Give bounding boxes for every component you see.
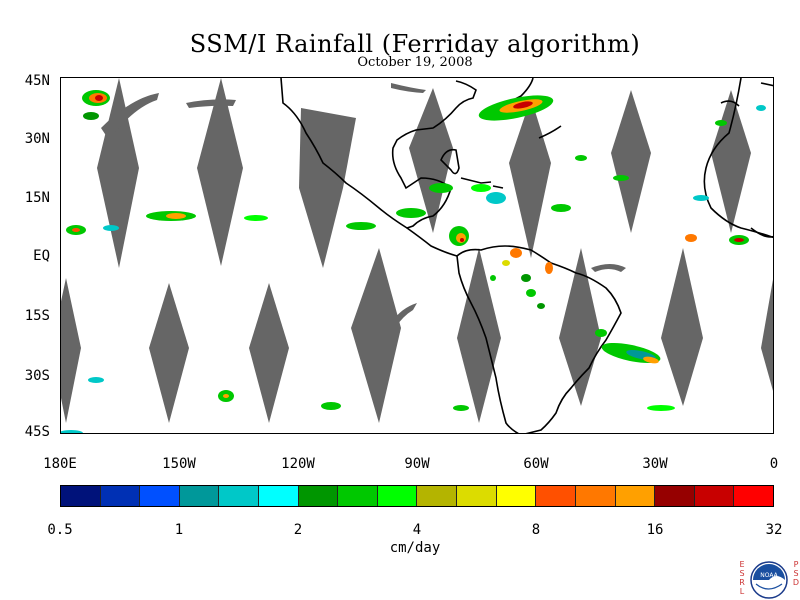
lon-label-60w: 60W bbox=[523, 456, 549, 472]
swath-gap-7 bbox=[711, 90, 751, 233]
legend-swatch-8 bbox=[377, 486, 418, 506]
coast-cuba bbox=[460, 177, 492, 184]
legend-swatch-6 bbox=[298, 486, 339, 506]
legend-tick-4: 8 bbox=[531, 522, 541, 538]
swath-gap-2 bbox=[197, 78, 243, 266]
swath-curve-3 bbox=[391, 303, 417, 328]
coast-florida bbox=[440, 148, 460, 175]
lon-label-30w: 30W bbox=[642, 456, 668, 472]
swath-curve-4 bbox=[591, 264, 626, 272]
lon-label-120w: 120W bbox=[281, 456, 315, 472]
map-title: SSM/I Rainfall (Ferriday algorithm) bbox=[189, 30, 641, 58]
lat-label-45s: 45S bbox=[24, 424, 50, 440]
legend-tick-2: 2 bbox=[293, 522, 303, 538]
legend-swatch-13 bbox=[575, 486, 616, 506]
legend-swatch-9 bbox=[417, 486, 458, 506]
swath-gap-6 bbox=[611, 90, 651, 233]
legend-swatch-2 bbox=[140, 486, 180, 506]
rainfall-map-canvas bbox=[61, 78, 773, 433]
color-legend-bar bbox=[60, 485, 774, 507]
legend-swatch-10 bbox=[457, 486, 497, 506]
coast-central-america bbox=[406, 227, 458, 257]
coast-africa-west bbox=[703, 78, 773, 239]
swath-gap-12 bbox=[457, 248, 501, 423]
swath-gap-4 bbox=[409, 88, 453, 233]
swath-gap-3 bbox=[299, 108, 356, 268]
legend-tick-0: 0.5 bbox=[47, 522, 73, 538]
legend-tick-6: 32 bbox=[765, 522, 783, 538]
legend-swatch-14 bbox=[615, 486, 656, 506]
legend-swatch-12 bbox=[536, 486, 576, 506]
swath-gap-8 bbox=[61, 278, 81, 423]
legend-swatch-15 bbox=[655, 486, 695, 506]
legend-swatch-11 bbox=[496, 486, 537, 506]
legend-units: cm/day bbox=[389, 540, 441, 556]
swath-gap-14 bbox=[661, 248, 703, 406]
lat-label-45n: 45N bbox=[24, 73, 50, 89]
coast-south-america bbox=[456, 245, 622, 433]
lon-label-180e: 180E bbox=[43, 456, 77, 472]
map-date: October 19, 2008 bbox=[357, 55, 473, 70]
coast-iberia bbox=[720, 100, 740, 107]
swath-gap-5 bbox=[509, 98, 551, 258]
svg-text:NOAA: NOAA bbox=[760, 572, 778, 579]
lat-label-eq: EQ bbox=[33, 248, 50, 264]
lat-label-15s: 15S bbox=[24, 308, 50, 324]
legend-tick-1: 1 bbox=[174, 522, 184, 538]
lat-label-30s: 30S bbox=[24, 368, 50, 384]
legend-swatch-1 bbox=[100, 486, 141, 506]
legend-swatch-4 bbox=[219, 486, 260, 506]
legend-tick-3: 4 bbox=[412, 522, 422, 538]
swath-curve-2 bbox=[186, 99, 236, 108]
coast-nova-scotia bbox=[538, 125, 562, 139]
noaa-logo-icon: NOAA bbox=[750, 561, 788, 599]
coast-europe bbox=[760, 82, 773, 87]
swath-curve-5 bbox=[391, 83, 426, 93]
lat-label-30n: 30N bbox=[24, 131, 50, 147]
legend-swatch-3 bbox=[179, 486, 220, 506]
lat-label-15n: 15N bbox=[24, 190, 50, 206]
swath-curve-1 bbox=[101, 93, 159, 140]
coast-north-america bbox=[280, 78, 477, 229]
swath-gap-11 bbox=[351, 248, 401, 423]
legend-swatch-0 bbox=[61, 486, 101, 506]
legend-swatch-16 bbox=[694, 486, 735, 506]
rainfall-map bbox=[60, 77, 774, 434]
coastlines bbox=[280, 78, 773, 433]
legend-swatch-5 bbox=[259, 486, 299, 506]
legend-tick-5: 16 bbox=[646, 522, 664, 538]
swath-gap-10 bbox=[249, 283, 289, 423]
legend-swatch-17 bbox=[734, 486, 773, 506]
lon-label-0: 0 bbox=[769, 456, 779, 472]
rainfall-patches bbox=[61, 90, 766, 433]
coast-gulf-of-guinea bbox=[750, 227, 773, 238]
lon-label-90w: 90W bbox=[404, 456, 430, 472]
swath-gap-9 bbox=[149, 283, 189, 423]
lon-label-150w: 150W bbox=[162, 456, 196, 472]
swath-gap-15 bbox=[761, 279, 773, 391]
legend-swatch-7 bbox=[338, 486, 378, 506]
coast-hispaniola bbox=[492, 185, 504, 189]
